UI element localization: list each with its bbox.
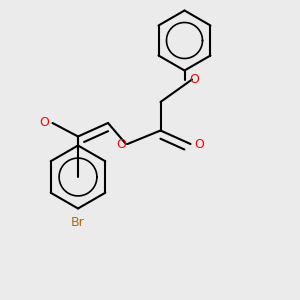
Text: O: O — [116, 137, 126, 151]
Text: O: O — [39, 116, 49, 130]
Text: O: O — [194, 137, 204, 151]
Text: O: O — [189, 73, 199, 86]
Text: Br: Br — [71, 216, 85, 229]
